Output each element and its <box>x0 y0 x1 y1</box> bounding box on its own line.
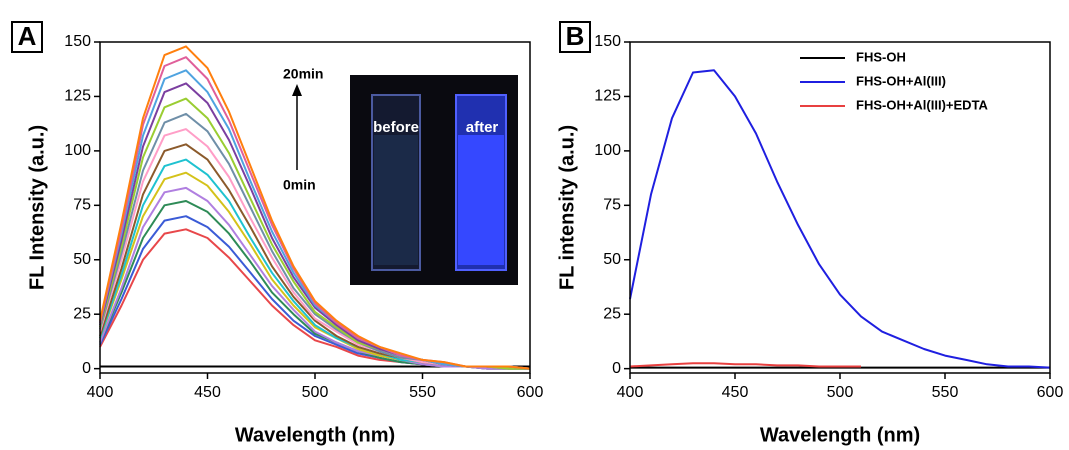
y-tick-label: 25 <box>603 305 621 322</box>
y-tick-label: 150 <box>64 33 91 50</box>
plot-frame <box>629 41 1051 374</box>
y-tick-label: 50 <box>603 251 621 268</box>
arrow <box>292 84 302 170</box>
panel-label: B <box>566 21 585 51</box>
y-axis-label: FL intensity (a.u.) <box>556 125 578 290</box>
inset-label: after <box>466 119 499 136</box>
y-tick-label: 0 <box>82 360 91 377</box>
x-axis-label: Wavelength (nm) <box>235 424 395 446</box>
y-axis-label: FL Intensity (a.u.) <box>26 125 48 290</box>
y-tick-label: 25 <box>73 305 91 322</box>
y-tick-label: 75 <box>603 197 621 214</box>
y-tick-label: 75 <box>73 197 91 214</box>
inset-label: before <box>373 119 419 136</box>
x-tick-label: 400 <box>617 384 644 401</box>
y-tick-label: 50 <box>73 251 91 268</box>
x-tick-label: 550 <box>932 384 959 401</box>
y-tick-label: 0 <box>612 360 621 377</box>
y-tick-label: 150 <box>594 33 621 50</box>
inset-photo <box>350 75 518 285</box>
annotation: 20min <box>283 66 323 82</box>
y-tick-label: 125 <box>594 88 621 105</box>
legend-label: FHS-OH+Al(III) <box>856 73 946 88</box>
x-tick-label: 500 <box>302 384 329 401</box>
panel-label: A <box>18 21 37 51</box>
x-tick-label: 450 <box>722 384 749 401</box>
y-tick-label: 100 <box>594 142 621 159</box>
x-axis-label: Wavelength (nm) <box>760 424 920 446</box>
spectrum-line <box>629 69 1051 369</box>
annotation: 0min <box>283 177 316 193</box>
legend-label: FHS-OH <box>856 49 906 64</box>
x-tick-label: 550 <box>409 384 436 401</box>
x-tick-label: 600 <box>517 384 544 401</box>
spectrum-line <box>629 362 861 368</box>
x-tick-label: 500 <box>827 384 854 401</box>
spectrum-line <box>99 45 531 370</box>
x-tick-label: 450 <box>194 384 221 401</box>
legend-label: FHS-OH+Al(III)+EDTA <box>856 97 989 112</box>
x-tick-label: 600 <box>1037 384 1064 401</box>
panel-label-box <box>559 21 591 53</box>
y-tick-label: 100 <box>64 142 91 159</box>
panel-label-box <box>11 21 43 53</box>
x-tick-label: 400 <box>87 384 114 401</box>
y-tick-label: 125 <box>64 88 91 105</box>
